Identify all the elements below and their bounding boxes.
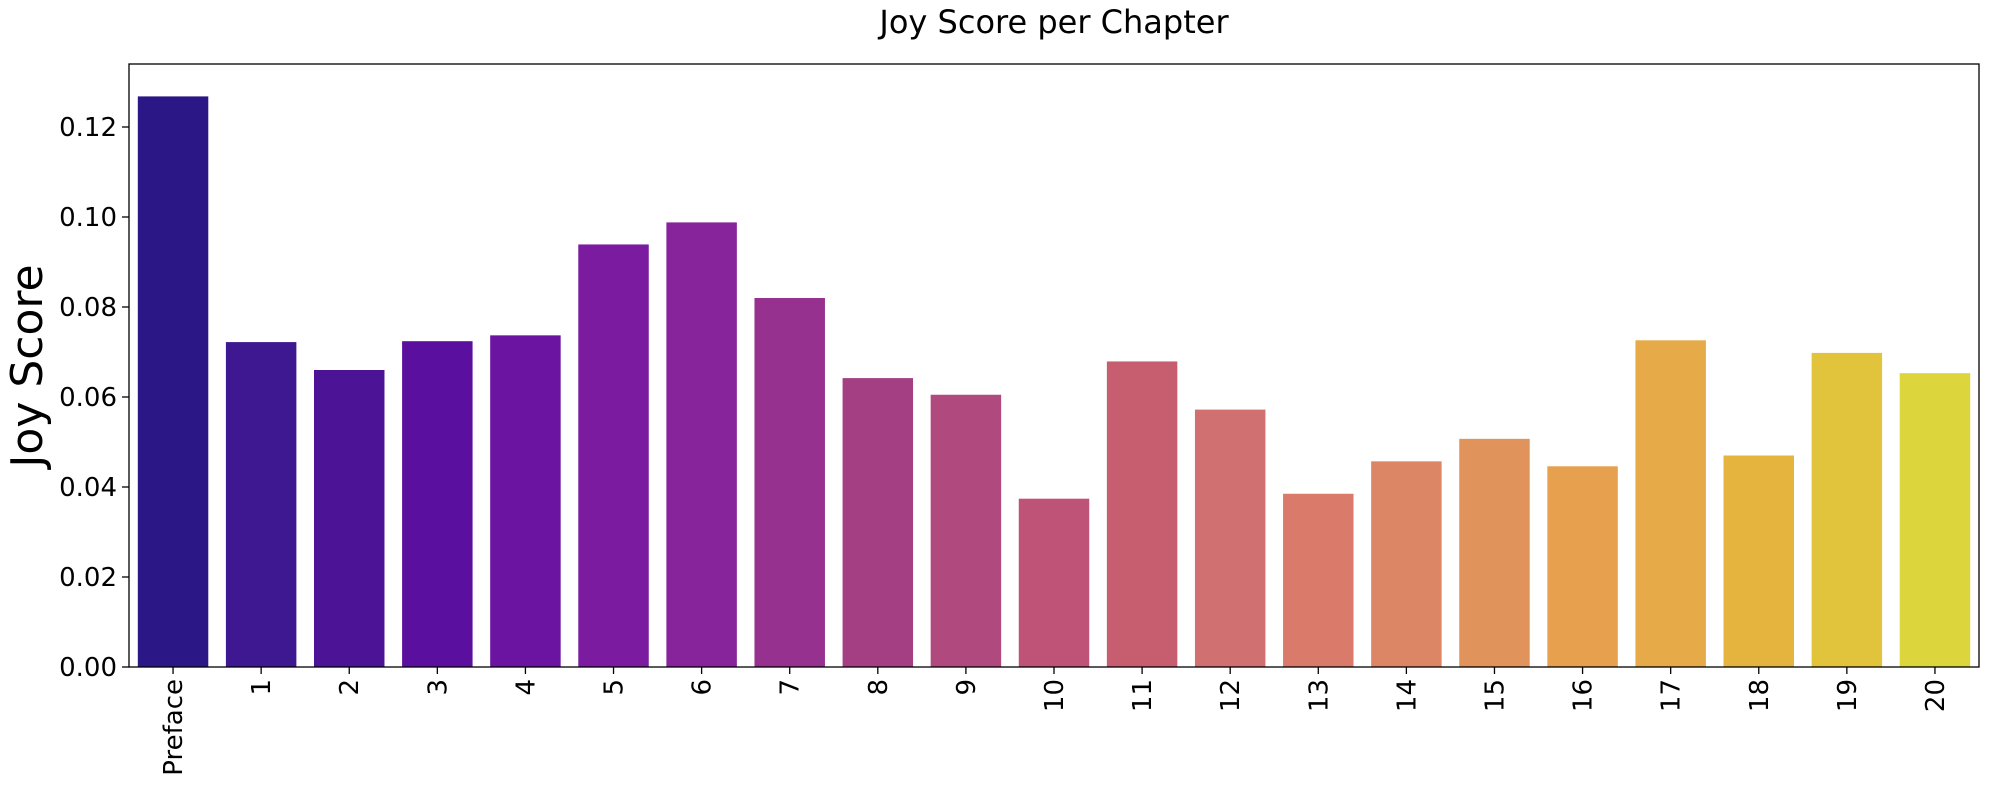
bar-15 <box>1459 438 1530 667</box>
x-tick-label: Preface <box>159 679 189 776</box>
bar-3 <box>402 341 473 667</box>
y-tick-label: 0.04 <box>59 473 117 503</box>
x-tick-label: 19 <box>1833 679 1863 712</box>
x-tick-label: 7 <box>776 679 806 696</box>
x-tick-label: 9 <box>952 679 982 696</box>
x-tick-label: 3 <box>423 679 453 696</box>
bar-6 <box>666 222 737 667</box>
bar-18 <box>1723 455 1794 667</box>
bar-10 <box>1018 498 1090 667</box>
bar-1 <box>225 342 297 667</box>
x-tick-label: 11 <box>1128 679 1158 712</box>
bar-4 <box>490 335 561 667</box>
bar-5 <box>578 244 649 667</box>
y-tick-label: 0.08 <box>59 293 117 323</box>
bars-group <box>137 96 1971 667</box>
bar-12 <box>1194 409 1266 667</box>
x-tick-label: 5 <box>600 679 630 696</box>
y-tick-label: 0.02 <box>59 563 117 593</box>
y-tick-label: 0.00 <box>59 653 117 683</box>
x-tick-label: 17 <box>1657 679 1687 712</box>
bar-17 <box>1635 340 1706 667</box>
x-tick-label: 1 <box>247 679 277 696</box>
x-tick-label: 4 <box>511 679 541 696</box>
x-tick-label: 18 <box>1745 679 1775 712</box>
x-tick-label: 20 <box>1921 679 1951 712</box>
y-axis: 0.00 0.02 0.04 0.06 0.08 0.10 0.12 <box>59 113 129 683</box>
bar-20 <box>1899 373 1971 667</box>
y-tick-label: 0.12 <box>59 113 117 143</box>
x-axis: Preface 1 2 3 4 5 6 7 8 9 10 11 12 13 14 15 16 17 18 19 20 <box>159 667 1951 776</box>
x-tick-label: 2 <box>335 679 365 696</box>
bar-2 <box>314 370 385 667</box>
bar-14 <box>1371 461 1442 667</box>
bar-9 <box>930 394 1002 667</box>
bar-13 <box>1283 493 1354 667</box>
x-tick-label: 6 <box>688 679 718 696</box>
y-axis-label: Joy Score <box>2 264 53 470</box>
x-tick-label: 15 <box>1480 679 1510 712</box>
chart-title: Joy Score per Chapter <box>877 3 1229 41</box>
x-tick-label: 16 <box>1569 679 1599 712</box>
plot-frame <box>128 63 1980 668</box>
x-tick-label: 12 <box>1216 679 1246 712</box>
y-tick-label: 0.06 <box>59 383 117 413</box>
x-tick-label: 10 <box>1040 679 1070 712</box>
y-tick-label: 0.10 <box>59 203 117 233</box>
bar-19 <box>1811 352 1883 667</box>
x-tick-label: 13 <box>1304 679 1334 712</box>
bar-7 <box>754 298 825 667</box>
x-tick-label: 8 <box>864 679 894 696</box>
bar-8 <box>842 378 914 667</box>
bar-11 <box>1106 361 1178 667</box>
bar-preface <box>137 96 209 667</box>
x-tick-label: 14 <box>1392 679 1422 712</box>
bar-16 <box>1547 466 1618 667</box>
